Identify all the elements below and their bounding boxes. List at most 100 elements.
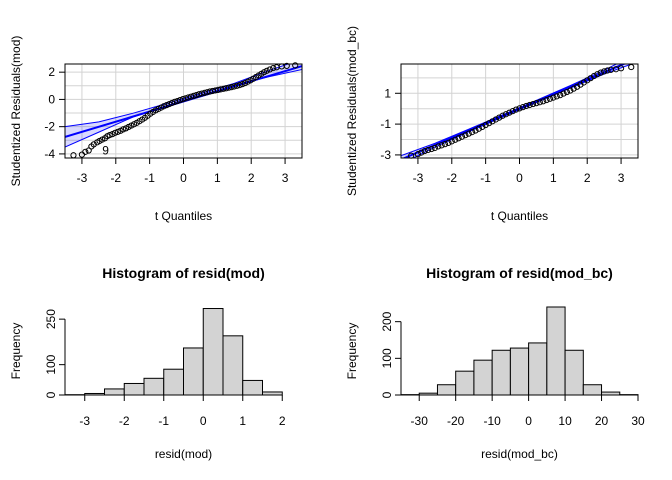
data-point	[236, 82, 243, 89]
data-point	[570, 85, 577, 92]
data-point	[418, 149, 425, 156]
data-point	[283, 62, 290, 70]
x-tick-label: 1	[214, 171, 221, 185]
data-point	[187, 93, 195, 100]
x-tick-label: -1	[480, 171, 491, 185]
data-point	[445, 139, 452, 146]
data-point	[553, 93, 560, 100]
data-point	[628, 63, 635, 71]
x-axis-label: resid(mod)	[155, 447, 212, 461]
data-point	[239, 81, 246, 88]
data-point	[448, 138, 455, 145]
histogram-bar	[491, 349, 511, 396]
data-point	[550, 94, 557, 101]
envelope-upper-line	[65, 64, 290, 128]
x-tick-label: -3	[77, 171, 88, 185]
x-tick-label: 2	[279, 414, 286, 428]
data-point	[563, 88, 571, 96]
data-point	[472, 127, 479, 134]
data-point	[597, 69, 604, 76]
data-point	[506, 109, 513, 116]
data-points: 9	[70, 62, 299, 159]
data-point	[546, 95, 554, 102]
x-tick-label: 0	[180, 171, 187, 185]
data-point	[502, 111, 510, 118]
data-point	[526, 101, 533, 109]
data-point	[182, 95, 189, 102]
data-point	[489, 118, 496, 125]
x-tick-label: 0	[200, 414, 207, 428]
x-tick-label: -10	[483, 414, 501, 428]
histogram-bar	[242, 379, 263, 396]
data-point	[292, 62, 299, 69]
histogram-bar	[564, 349, 584, 396]
data-point	[499, 112, 506, 119]
y-tick-label: -2	[44, 120, 55, 134]
data-point	[263, 67, 270, 74]
x-tick-label: -3	[413, 171, 424, 185]
y-axis: 0 100 250 Frequency	[9, 309, 66, 398]
x-tick-label: -2	[119, 414, 130, 428]
data-point	[160, 103, 167, 110]
y-axis: -4 -2 0 2 Studentized Residuals(mod)	[9, 36, 65, 187]
data-point	[452, 136, 459, 143]
histogram-bar	[183, 347, 204, 396]
histogram-bar	[455, 370, 475, 396]
data-point	[469, 129, 476, 136]
x-tick-label: 10	[558, 414, 572, 428]
data-point	[171, 98, 178, 105]
x-tick-label: -2	[446, 171, 457, 185]
x-axis: -3 -2 -1 0 1 2 3 t Quantiles	[413, 158, 625, 223]
bars	[400, 306, 639, 396]
data-point	[190, 92, 197, 99]
data-point	[120, 126, 127, 133]
data-point	[421, 147, 428, 155]
qq-plot-1: 9 -3 -2 -1 0 1 2 3 t Quantiles -4 -2 0 2 Studentized …	[9, 36, 303, 223]
y-tick-label: 250	[44, 309, 58, 329]
y-tick-label: 0	[44, 391, 58, 398]
y-tick-label: 1	[384, 86, 391, 100]
data-point	[455, 135, 462, 142]
y-axis-label: Studentized Residuals(mod)	[9, 36, 23, 187]
histogram-bar	[143, 377, 165, 396]
x-tick-label: -1	[144, 171, 155, 185]
y-axis: 0 100 200 Frequency	[345, 311, 402, 398]
data-point	[604, 67, 611, 74]
x-axis: -3 -2 -1 0 1 2 resid(mod)	[79, 394, 286, 461]
grid-lines	[65, 64, 302, 158]
data-point	[441, 141, 449, 148]
x-tick-label: 1	[550, 171, 557, 185]
x-tick-label: 20	[595, 414, 609, 428]
data-point	[424, 146, 432, 154]
data-point	[560, 90, 567, 97]
x-tick-label: 3	[618, 171, 625, 185]
chart-title: Histogram of resid(mod)	[102, 265, 265, 281]
data-point	[193, 91, 200, 99]
data-point	[557, 92, 564, 99]
data-point	[529, 100, 537, 108]
histogram-bar	[528, 342, 548, 396]
histogram-2: Histogram of resid(mod_bc) -30 -20 -10 0 10 20…	[345, 265, 645, 461]
y-tick-label: 100	[380, 348, 394, 368]
x-tick-label: 1	[239, 414, 246, 428]
y-axis-label: Frequency	[345, 323, 359, 380]
data-point	[168, 99, 176, 107]
x-tick-label: 30	[631, 414, 645, 428]
y-tick-label: 0	[380, 391, 394, 398]
data-point	[435, 143, 442, 150]
data-point	[594, 71, 601, 78]
data-point	[177, 97, 184, 104]
data-point	[458, 133, 466, 140]
data-point	[482, 121, 489, 129]
histogram-bar	[509, 347, 530, 396]
data-point	[590, 72, 598, 80]
data-point	[479, 123, 486, 130]
data-point	[462, 132, 469, 139]
histogram-bar	[104, 388, 125, 396]
data-point	[82, 148, 89, 155]
histogram-bar	[123, 382, 145, 396]
data-point	[228, 84, 235, 91]
y-tick-label: -1	[380, 117, 391, 131]
x-axis: -30 -20 -10 0 10 20 30 resid(mod_bc)	[411, 394, 645, 461]
x-tick-label: -30	[411, 414, 429, 428]
